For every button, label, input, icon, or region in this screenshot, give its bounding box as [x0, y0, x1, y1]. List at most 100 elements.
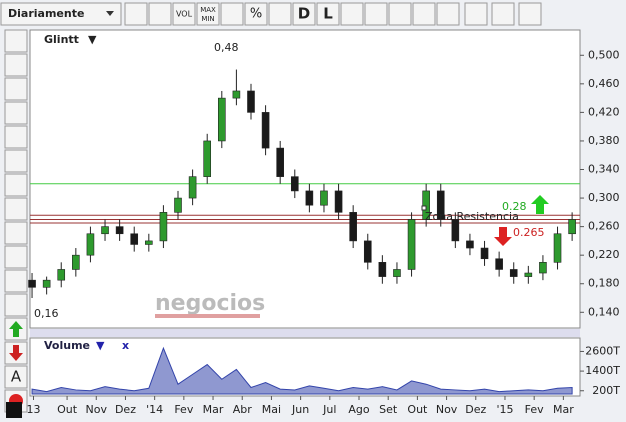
annotation: 0,16 [34, 307, 59, 320]
x-tick-label: Fev [525, 403, 544, 416]
candle-body [436, 190, 445, 220]
period-label: Diariamente [8, 7, 84, 20]
grid-btn[interactable] [220, 2, 244, 26]
x-tick-label: Dez [115, 403, 136, 416]
volume-area [31, 346, 573, 395]
fan-tool[interactable] [4, 173, 28, 197]
candle-body [130, 233, 139, 245]
up-arrow [531, 195, 549, 214]
y-tick-label: 200T [592, 384, 620, 397]
text-tool-label: A [11, 368, 22, 386]
y-tick-label: 0,140 [588, 305, 620, 318]
candle-body [261, 112, 270, 149]
print-btn[interactable] [464, 2, 488, 26]
candle-body [42, 279, 51, 288]
up-arrow-icon [9, 321, 23, 337]
x-tick-label: 13 [27, 403, 41, 416]
candle-body [305, 190, 314, 206]
dollar-tool[interactable] [4, 293, 28, 317]
down-arrow-icon [9, 345, 23, 361]
circle-tool[interactable] [4, 149, 28, 173]
d-btn[interactable] [292, 2, 316, 26]
book-btn[interactable] [518, 2, 542, 26]
max-label: MAX [200, 6, 216, 14]
hand-tool[interactable] [4, 29, 28, 53]
candle-body [174, 197, 182, 213]
price-title: Glintt [44, 33, 79, 46]
price-title-marker: ▼ [88, 33, 97, 46]
y-tick-label: 0,180 [588, 277, 620, 290]
candle-body [145, 240, 153, 245]
annotation-handle[interactable] [421, 205, 427, 211]
d-label: D [298, 5, 310, 23]
hline-btn[interactable] [364, 2, 388, 26]
x-tick-label: Mar [553, 403, 574, 416]
color-swatch[interactable] [6, 402, 22, 418]
line-tool[interactable] [4, 53, 28, 77]
candle-body [72, 254, 80, 270]
candle-body [334, 190, 343, 213]
y-tick-label: 0,260 [588, 220, 620, 233]
arc-tool[interactable] [4, 245, 28, 269]
l-label: L [323, 5, 333, 23]
x-tick-label: Set [379, 403, 398, 416]
candle-body [495, 258, 503, 270]
candle-body [568, 219, 576, 235]
x-tick-label: Nov [436, 403, 458, 416]
gann-tool[interactable] [4, 269, 28, 293]
candle-body [247, 90, 255, 113]
annotation: 0.28 [502, 200, 527, 213]
candle-body [320, 190, 328, 206]
candle-body [276, 147, 284, 177]
y-tick-label: 1400T [585, 364, 620, 377]
candle-body [466, 240, 474, 249]
help-btn[interactable] [491, 2, 515, 26]
candle-body [422, 190, 430, 220]
x-tick-label: Dez [465, 403, 486, 416]
zoom-out-btn[interactable] [412, 2, 436, 26]
y-tick-label: 0,300 [588, 191, 620, 204]
maxmin-btn[interactable] [196, 2, 220, 26]
pct-btn[interactable] [244, 2, 268, 26]
speed-tool[interactable] [4, 197, 28, 221]
period-select[interactable] [0, 2, 122, 26]
bar-btn[interactable] [148, 2, 172, 26]
crosshair-btn[interactable] [340, 2, 364, 26]
volume-title-marker: ▼ [96, 339, 105, 352]
annotation: 0,48 [214, 41, 239, 54]
candle-body [524, 272, 533, 277]
candle-body [188, 176, 197, 199]
volume-close[interactable]: x [122, 339, 129, 352]
text-tool[interactable] [4, 365, 28, 389]
vol-btn[interactable] [172, 2, 196, 26]
x-tick-label: Nov [86, 403, 108, 416]
l-btn[interactable] [316, 2, 340, 26]
x-tick-label: Out [407, 403, 428, 416]
annotation: 0.265 [513, 226, 545, 239]
candle-btn[interactable] [124, 2, 148, 26]
hline-tool[interactable] [4, 77, 28, 101]
plot: 0,140 0,180 0,220 0,260 0,300 0,340 0,380 0,420… [27, 48, 621, 416]
fib-tool[interactable] [4, 221, 28, 245]
trend-btn[interactable] [388, 2, 412, 26]
pct-label: % [250, 7, 262, 22]
candle-body [115, 226, 124, 235]
zoom-in-btn[interactable] [436, 2, 460, 26]
x-tick-label: '14 [146, 403, 163, 416]
x-tick-label: Mar [203, 403, 224, 416]
candle-body [217, 97, 226, 142]
candle-body [349, 212, 357, 242]
volume-title: Volume [44, 339, 90, 352]
candle-body [509, 269, 518, 277]
scale-btn[interactable] [268, 2, 292, 26]
watermark: negocios [155, 291, 265, 316]
channel-tool[interactable] [4, 101, 28, 125]
candle-body [363, 240, 372, 263]
candle-body [28, 279, 36, 288]
watermark-bar [155, 314, 260, 318]
candle-body [480, 247, 489, 260]
candle-body [232, 90, 241, 99]
rect-tool[interactable] [4, 125, 28, 149]
candle-body [539, 262, 547, 274]
